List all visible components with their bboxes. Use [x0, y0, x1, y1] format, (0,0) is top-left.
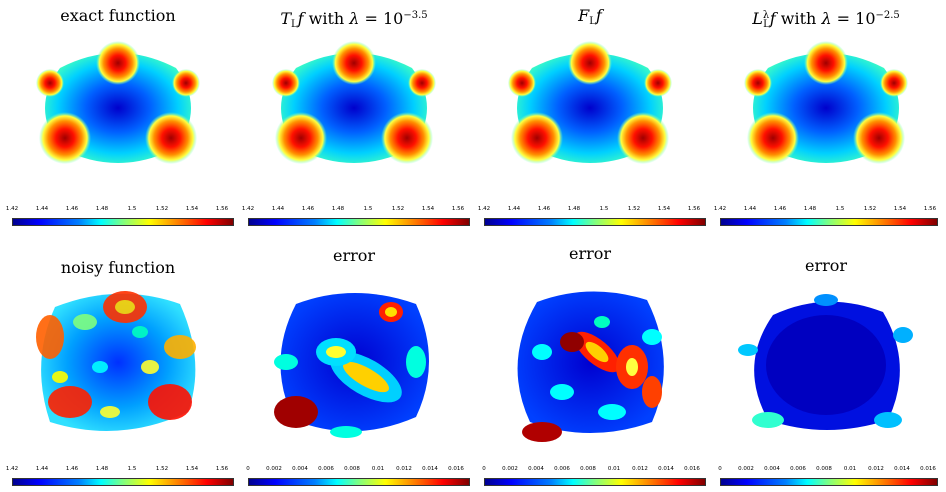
colorbar-ticks: 1.42 1.44 1.46 1.48 1.5 1.52 1.54 1.56: [5, 466, 229, 472]
panel-error-lasso: error 0 0.002 0.004 0.006 0.008 0.01 0.012 0…: [708, 246, 944, 492]
sphere-plot-filtered: [508, 41, 672, 164]
panel-title: LλLf with λ = 10−2.5: [752, 9, 900, 30]
colorbar-ticks: 1.42 1.44 1.46 1.48 1.5 1.52 1.54 1.56: [5, 206, 229, 212]
panel-title: error: [332, 246, 376, 265]
colorbar-ticks: 0 0.002 0.004 0.006 0.008 0.01 0.012 0.014 0…: [482, 466, 700, 472]
colorbar-ticks: 1.42 1.44 1.46 1.48 1.5 1.52 1.54 1.56: [241, 206, 465, 212]
panel-title: FLf: [578, 6, 602, 27]
colorbar-ticks: 0 0.002 0.004 0.006 0.008 0.01 0.012 0.014 0…: [246, 466, 464, 472]
colorbar: [12, 478, 234, 486]
panel-title: error: [568, 244, 612, 263]
panel-lasso: LλLf with λ = 10−2.5 1.42 1.44 1.46 1.48 1…: [708, 0, 944, 246]
colorbar-ticks: 1.42 1.44 1.46 1.48 1.5 1.52 1.54 1.56: [713, 206, 937, 212]
panel-filtered: FLf 1.42 1.44 1.46 1.48 1.5 1.52 1.54 1.56: [472, 0, 708, 246]
colorbar: [484, 478, 706, 486]
colorbar: [720, 218, 938, 226]
colorbar: [484, 218, 706, 226]
sphere-plot-error-3: [738, 294, 913, 430]
panel-noisy-function: noisy function 1.42 1.44 1.46 1.48 1.5 1.52…: [0, 246, 236, 492]
panel-title: TLf with λ = 10−3.5: [280, 9, 428, 30]
panel-tikhonov: TLf with λ = 10−3.5 1.42 1.44 1.46 1.48 1.…: [236, 0, 472, 246]
sphere-plot-error-1: [274, 293, 429, 438]
colorbar: [720, 478, 938, 486]
sphere-plot-exact: [36, 41, 200, 164]
sphere-plot-error-2: [517, 291, 664, 442]
panel-title: noisy function: [60, 258, 176, 277]
colorbar-ticks: 0 0.002 0.004 0.006 0.008 0.01 0.012 0.014 0…: [718, 466, 936, 472]
colorbar: [248, 478, 470, 486]
sphere-plot-noisy: [36, 291, 196, 431]
panel-exact-function: exact function 1.42 1.44 1.46 1.48 1.5 1.52…: [0, 0, 236, 246]
colorbar: [248, 218, 470, 226]
sphere-plot-lasso: [744, 41, 908, 164]
panel-error-tikhonov: error 0 0.002 0.004 0.006 0.008 0.01 0.012 0…: [236, 246, 472, 492]
sphere-plot-tikhonov: [272, 41, 436, 164]
colorbar: [12, 218, 234, 226]
panel-title: exact function: [60, 6, 176, 25]
panel-title: error: [804, 256, 848, 275]
panel-error-filtered: error 0 0.002 0.004 0.006 0.008 0.01 0.012 0…: [472, 244, 708, 492]
colorbar-ticks: 1.42 1.44 1.46 1.48 1.5 1.52 1.54 1.56: [477, 206, 701, 212]
